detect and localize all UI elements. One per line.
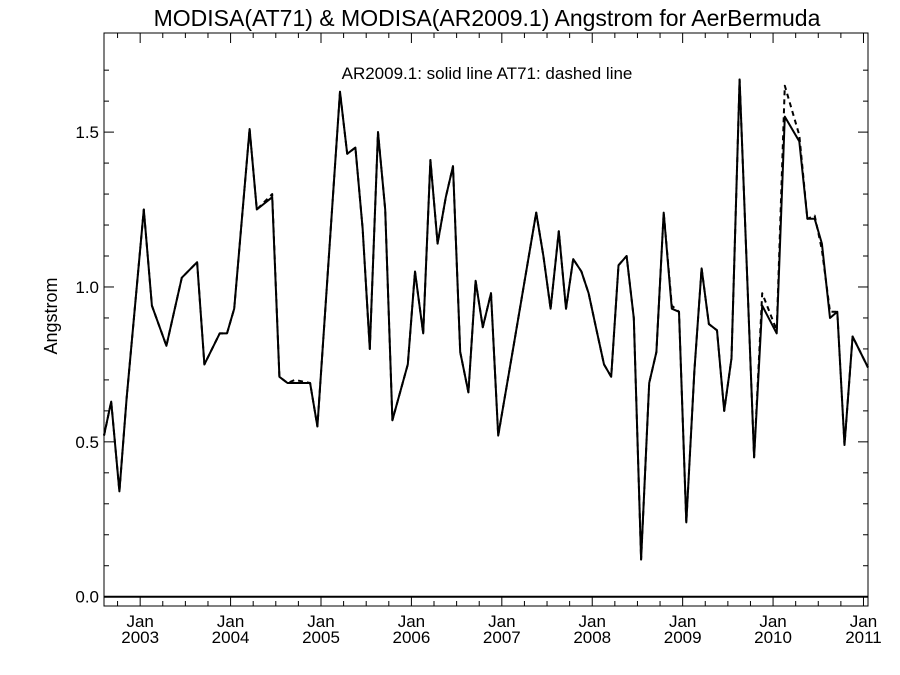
- y-tick-label: 0.0: [75, 588, 99, 607]
- x-tick-label-year: 2011: [845, 628, 882, 647]
- plot-area: 0.00.51.01.5Jan2003Jan2004Jan2005Jan2006…: [75, 32, 882, 647]
- x-tick-label-month: Jan: [126, 612, 153, 631]
- chart-title: MODISA(AT71) & MODISA(AR2009.1) Angstrom…: [154, 5, 821, 31]
- x-tick-label-month: Jan: [669, 612, 696, 631]
- x-tick-label-month: Jan: [398, 612, 425, 631]
- x-tick-label-month: Jan: [307, 612, 334, 631]
- plot-frame: [103, 32, 869, 607]
- x-tick-label-year: 2009: [664, 628, 702, 647]
- x-tick-label-month: Jan: [850, 612, 877, 631]
- x-tick-label-year: 2005: [302, 628, 340, 647]
- x-tick-label-month: Jan: [759, 612, 786, 631]
- x-tick-label-year: 2003: [121, 628, 159, 647]
- x-tick-label-month: Jan: [217, 612, 244, 631]
- x-tick-label-year: 2008: [573, 628, 611, 647]
- y-tick-label: 1.5: [75, 123, 99, 142]
- x-tick-label-year: 2010: [754, 628, 792, 647]
- x-tick-label-year: 2007: [483, 628, 521, 647]
- x-tick-label-year: 2006: [392, 628, 430, 647]
- series-line-at71: [103, 78, 869, 561]
- x-tick-label-month: Jan: [488, 612, 515, 631]
- y-tick-label: 1.0: [75, 278, 99, 297]
- x-tick-label-year: 2004: [212, 628, 250, 647]
- y-tick-label: 0.5: [75, 433, 99, 452]
- x-tick-label-month: Jan: [579, 612, 606, 631]
- legend-annotation: AR2009.1: solid line AT71: dashed line: [342, 64, 633, 83]
- series-line-ar2009-1: [103, 78, 869, 561]
- y-axis-label: Angstrom: [41, 277, 61, 354]
